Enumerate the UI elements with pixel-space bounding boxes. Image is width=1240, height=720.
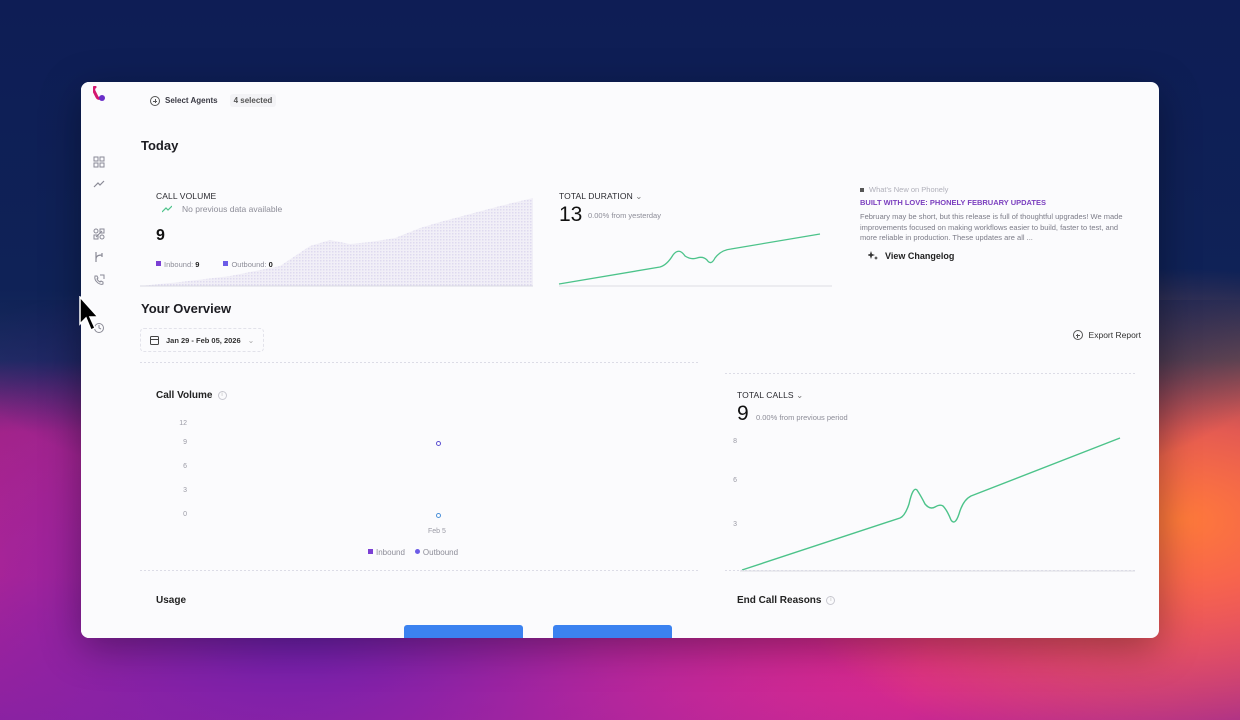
- total-calls-value: 9: [737, 402, 749, 425]
- total-calls-change: 0.00% from previous period: [756, 413, 848, 422]
- whats-new-card: What's New on Phonely BUILT WITH LOVE: P…: [846, 180, 1136, 288]
- total-calls-label: TOTAL CALLS: [737, 390, 794, 400]
- usage-bar[interactable]: [553, 625, 672, 638]
- phone-forward-icon[interactable]: [92, 273, 106, 287]
- y-tick: 6: [733, 477, 737, 484]
- x-tick: Feb 5: [428, 528, 446, 535]
- branch-icon[interactable]: [92, 250, 106, 264]
- chevron-down-icon: ⌄: [635, 191, 643, 201]
- call-volume-area-chart: [140, 198, 533, 287]
- today-heading: Today: [141, 138, 179, 153]
- selected-agents-badge[interactable]: 4 selected: [229, 94, 277, 107]
- total-duration-label: TOTAL DURATION: [559, 191, 633, 201]
- outbound-data-point[interactable]: [436, 513, 441, 518]
- total-calls-card: TOTAL CALLS ⌄ 9 0.00% from previous peri…: [725, 376, 1135, 572]
- agent-filter-bar: Select Agents 4 selected: [150, 94, 277, 107]
- end-call-reasons-title: End Call Reasons i: [737, 595, 836, 606]
- phonely-logo[interactable]: [93, 86, 107, 102]
- mouse-cursor-icon: [79, 296, 100, 332]
- usage-title: Usage: [156, 595, 187, 606]
- view-changelog-label: View Changelog: [885, 251, 955, 261]
- outbound-stat: Outbound: 0: [223, 260, 273, 269]
- y-tick: 6: [183, 463, 187, 470]
- download-circle-icon: [1072, 330, 1083, 340]
- total-calls-dropdown[interactable]: TOTAL CALLS ⌄: [737, 390, 803, 401]
- call-volume-value: 9: [156, 227, 165, 244]
- date-range-value: Jan 29 - Feb 05, 2026: [166, 335, 241, 345]
- total-duration-dropdown[interactable]: TOTAL DURATION ⌄: [559, 191, 643, 202]
- y-tick: 12: [179, 420, 187, 427]
- trend-text: No previous data available: [182, 204, 283, 214]
- total-duration-line-chart: [558, 233, 832, 287]
- y-tick: 9: [183, 439, 187, 446]
- call-volume-chart-card: Call Volume i 12 9 6 3 0 Feb 5 Inbound O…: [140, 372, 700, 570]
- legend-inbound-label: Inbound: [376, 548, 405, 557]
- export-report-button[interactable]: Export Report: [1072, 330, 1141, 340]
- inbound-data-point[interactable]: [436, 441, 441, 446]
- outbound-value: 0: [268, 260, 273, 269]
- select-agents-button[interactable]: Select Agents: [150, 95, 218, 106]
- whats-new-title[interactable]: BUILT WITH LOVE: PHONELY FEBRUARY UPDATE…: [860, 198, 1046, 207]
- y-tick: 3: [183, 487, 187, 494]
- app-window: Select Agents 4 selected Today CALL VOLU…: [81, 82, 1159, 638]
- inbound-swatch: [156, 261, 161, 266]
- sparkle-icon: [868, 251, 878, 260]
- whats-new-kicker-text: What's New on Phonely: [869, 185, 949, 194]
- trending-up-icon: [162, 205, 172, 213]
- main-content: Select Agents 4 selected Today CALL VOLU…: [140, 82, 1159, 638]
- info-icon[interactable]: i: [217, 391, 227, 400]
- inbound-swatch: [368, 549, 373, 554]
- calendar-icon: [150, 335, 159, 345]
- usage-bar[interactable]: [404, 625, 523, 638]
- whats-new-kicker: What's New on Phonely: [860, 185, 948, 194]
- y-tick: 0: [183, 511, 187, 518]
- chevron-down-icon: ⌄: [796, 390, 804, 400]
- inbound-label: Inbound:: [164, 260, 194, 269]
- inbound-stat: Inbound: 9: [156, 260, 199, 269]
- trend-indicator: No previous data available: [162, 204, 282, 214]
- total-duration-change: 0.00% from yesterday: [588, 211, 661, 220]
- dashboard-grid-icon[interactable]: [92, 155, 106, 169]
- bullet-icon: [860, 187, 864, 192]
- export-report-label: Export Report: [1088, 330, 1141, 340]
- divider: [725, 373, 1135, 374]
- legend-outbound-label: Outbound: [422, 548, 459, 557]
- call-volume-today-card: CALL VOLUME No previous data available 9…: [140, 180, 533, 288]
- legend-outbound[interactable]: Outbound: [414, 548, 459, 557]
- outbound-label: Outbound:: [231, 260, 267, 269]
- outbound-swatch: [223, 261, 229, 266]
- inbound-value: 9: [195, 260, 200, 269]
- y-tick: 8: [733, 438, 737, 445]
- end-call-reasons-text: End Call Reasons: [737, 595, 822, 606]
- select-agents-label: Select Agents: [165, 96, 218, 105]
- total-duration-card: TOTAL DURATION ⌄ 13 0.00% from yesterday: [545, 180, 832, 288]
- divider: [140, 362, 700, 363]
- call-volume-chart-legend: Inbound Outbound: [368, 548, 458, 557]
- add-circle-icon: [150, 95, 160, 106]
- total-calls-line-chart: [740, 437, 1135, 572]
- overview-heading: Your Overview: [141, 301, 232, 316]
- sidebar: [81, 82, 117, 638]
- legend-inbound[interactable]: Inbound: [368, 548, 405, 557]
- view-changelog-button[interactable]: View Changelog: [868, 251, 954, 261]
- info-icon[interactable]: i: [826, 596, 836, 605]
- total-duration-value: 13: [559, 203, 583, 226]
- divider: [725, 570, 1135, 571]
- whats-new-body: February may be short, but this release …: [860, 212, 1123, 242]
- call-volume-title-text: Call Volume: [156, 390, 213, 401]
- divider: [140, 570, 700, 571]
- date-range-picker[interactable]: Jan 29 - Feb 05, 2026 ⌄: [140, 328, 265, 352]
- call-volume-label: CALL VOLUME: [156, 191, 217, 201]
- call-volume-legend: Inbound: 9 Outbound: 0: [156, 260, 273, 269]
- trending-up-icon[interactable]: [92, 177, 106, 191]
- chevron-down-icon: ⌄: [247, 335, 255, 345]
- y-tick: 3: [733, 521, 737, 528]
- workflow-icon[interactable]: [92, 227, 106, 241]
- outbound-swatch: [414, 549, 420, 554]
- call-volume-chart-title: Call Volume i: [156, 390, 227, 401]
